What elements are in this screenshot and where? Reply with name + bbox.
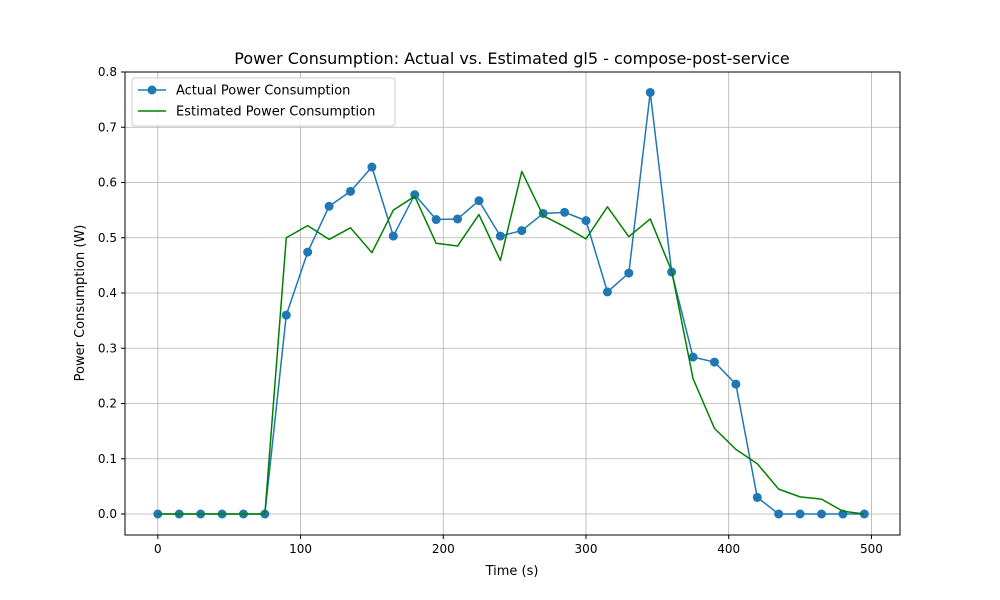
data-point (367, 162, 377, 172)
data-point (688, 352, 698, 362)
data-point (645, 87, 655, 97)
data-point (153, 509, 163, 519)
x-tick-label: 400 (717, 542, 740, 556)
data-point (453, 214, 463, 224)
axis-ticks: 0 100 200 300 400 500 0.0 0.1 0.2 0.3 0.4 0.5 0.6 0.7… (98, 65, 883, 556)
data-point (324, 201, 334, 211)
x-tick-label: 500 (860, 542, 883, 556)
data-point (303, 247, 313, 257)
series-actual (153, 87, 869, 519)
data-point (774, 509, 784, 519)
y-tick-label: 0.8 (98, 65, 117, 79)
legend-marker (147, 85, 157, 95)
y-tick-label: 0.4 (98, 286, 117, 300)
chart-title: Power Consumption: Actual vs. Estimated … (234, 49, 789, 68)
data-point (602, 287, 612, 297)
y-tick-label: 0.0 (98, 507, 117, 521)
data-point (560, 207, 570, 217)
legend-label: Actual Power Consumption (176, 84, 350, 99)
legend-label: Estimated Power Consumption (176, 105, 375, 120)
data-point (795, 509, 805, 519)
series-estimated (157, 170, 865, 515)
legend-box (131, 77, 396, 127)
legend: Actual Power Consumption Estimated Power … (131, 77, 396, 127)
data-point (624, 268, 634, 278)
series-line (157, 170, 865, 515)
data-point (517, 226, 527, 236)
y-tick-label: 0.6 (98, 176, 117, 190)
x-tick-label: 0 (154, 542, 162, 556)
data-point (474, 196, 484, 206)
data-point (731, 379, 741, 389)
x-axis-label: Time (s) (485, 564, 539, 579)
y-tick-label: 0.7 (98, 120, 117, 134)
data-point (346, 186, 356, 196)
data-point (431, 215, 441, 225)
y-tick-label: 0.5 (98, 231, 117, 245)
data-point (752, 492, 762, 502)
data-point (817, 509, 827, 519)
x-tick-label: 100 (289, 542, 312, 556)
y-tick-label: 0.1 (98, 452, 117, 466)
y-tick-label: 0.2 (98, 397, 117, 411)
data-point (281, 310, 291, 320)
x-tick-label: 300 (575, 542, 598, 556)
x-tick-label: 200 (432, 542, 455, 556)
data-point (388, 231, 398, 241)
y-tick-label: 0.3 (98, 341, 117, 355)
data-point (709, 357, 719, 367)
y-axis-label: Power Consumption (W) (73, 225, 88, 382)
plot-frame (124, 71, 901, 536)
series-line (157, 91, 865, 515)
data-point (581, 216, 591, 226)
series-group (153, 87, 869, 519)
data-point (495, 231, 505, 241)
